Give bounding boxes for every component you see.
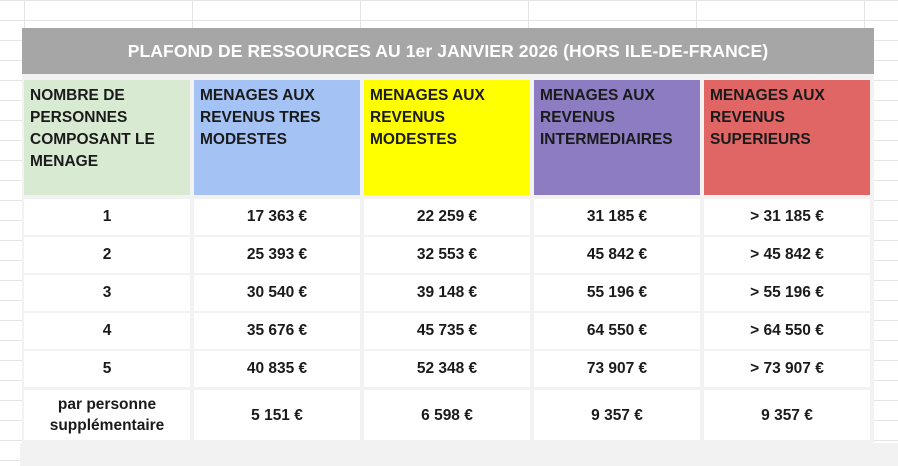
header-line: NOMBRE DE bbox=[30, 87, 125, 104]
very-modest-cell[interactable]: 35 676 € bbox=[194, 313, 360, 349]
table-row: 2 25 393 € 32 553 € 45 842 € > 45 842 € bbox=[22, 237, 874, 273]
header-line: MENAGE bbox=[30, 153, 99, 170]
header-line: COMPOSANT LE bbox=[30, 131, 155, 148]
superior-cell[interactable]: 9 357 € bbox=[704, 390, 870, 440]
very-modest-cell[interactable]: 5 151 € bbox=[194, 390, 360, 440]
modest-cell[interactable]: 32 553 € bbox=[364, 237, 530, 273]
header-line: MENAGES AUX bbox=[370, 87, 485, 104]
household-size-cell[interactable]: 5 bbox=[24, 351, 190, 387]
header-very-modest[interactable]: MENAGES AUX REVENUS TRES MODESTES bbox=[194, 80, 360, 195]
modest-cell[interactable]: 6 598 € bbox=[364, 390, 530, 440]
header-line: PERSONNES bbox=[30, 109, 128, 126]
extra-person-label-line: supplémentaire bbox=[49, 417, 165, 434]
table-row: 1 17 363 € 22 259 € 31 185 € > 31 185 € bbox=[22, 199, 874, 235]
header-line: MENAGES AUX bbox=[200, 87, 315, 104]
household-size-cell[interactable]: 3 bbox=[24, 275, 190, 311]
header-line: MENAGES AUX bbox=[540, 87, 655, 104]
superior-cell[interactable]: > 31 185 € bbox=[704, 199, 870, 235]
header-line: SUPERIEURS bbox=[710, 131, 811, 148]
table-row: 5 40 835 € 52 348 € 73 907 € > 73 907 € bbox=[22, 351, 874, 387]
intermediate-cell[interactable]: 55 196 € bbox=[534, 275, 700, 311]
spreadsheet-empty-area bbox=[20, 443, 898, 466]
household-size-cell[interactable]: 2 bbox=[24, 237, 190, 273]
table-row-extra-person: par personne supplémentaire 5 151 € 6 59… bbox=[22, 390, 874, 440]
very-modest-cell[interactable]: 40 835 € bbox=[194, 351, 360, 387]
very-modest-cell[interactable]: 25 393 € bbox=[194, 237, 360, 273]
superior-cell[interactable]: > 64 550 € bbox=[704, 313, 870, 349]
table-title: PLAFOND DE RESSOURCES AU 1er JANVIER 202… bbox=[22, 28, 874, 74]
household-size-cell[interactable]: 4 bbox=[24, 313, 190, 349]
resource-ceiling-table: PLAFOND DE RESSOURCES AU 1er JANVIER 202… bbox=[22, 28, 874, 443]
extra-person-label-line: par personne bbox=[57, 396, 157, 413]
header-modest[interactable]: MENAGES AUX REVENUS MODESTES bbox=[364, 80, 530, 195]
extra-person-label-cell[interactable]: par personne supplémentaire bbox=[24, 390, 190, 440]
header-line: REVENUS bbox=[540, 109, 615, 126]
header-line: MODESTES bbox=[370, 131, 457, 148]
superior-cell[interactable]: > 45 842 € bbox=[704, 237, 870, 273]
header-line: MODESTES bbox=[200, 131, 287, 148]
very-modest-cell[interactable]: 30 540 € bbox=[194, 275, 360, 311]
intermediate-cell[interactable]: 31 185 € bbox=[534, 199, 700, 235]
header-line: REVENUS TRES bbox=[200, 109, 321, 126]
modest-cell[interactable]: 52 348 € bbox=[364, 351, 530, 387]
modest-cell[interactable]: 45 735 € bbox=[364, 313, 530, 349]
modest-cell[interactable]: 22 259 € bbox=[364, 199, 530, 235]
superior-cell[interactable]: > 55 196 € bbox=[704, 275, 870, 311]
header-line: REVENUS bbox=[370, 109, 445, 126]
intermediate-cell[interactable]: 9 357 € bbox=[534, 390, 700, 440]
intermediate-cell[interactable]: 73 907 € bbox=[534, 351, 700, 387]
intermediate-cell[interactable]: 45 842 € bbox=[534, 237, 700, 273]
header-line: REVENUS bbox=[710, 109, 785, 126]
table-row: 4 35 676 € 45 735 € 64 550 € > 64 550 € bbox=[22, 313, 874, 349]
table-row: 3 30 540 € 39 148 € 55 196 € > 55 196 € bbox=[22, 275, 874, 311]
header-line: INTERMEDIAIRES bbox=[540, 131, 673, 148]
household-size-cell[interactable]: 1 bbox=[24, 199, 190, 235]
superior-cell[interactable]: > 73 907 € bbox=[704, 351, 870, 387]
header-line: MENAGES AUX bbox=[710, 87, 825, 104]
header-household-size[interactable]: NOMBRE DE PERSONNES COMPOSANT LE MENAGE bbox=[24, 80, 190, 195]
modest-cell[interactable]: 39 148 € bbox=[364, 275, 530, 311]
very-modest-cell[interactable]: 17 363 € bbox=[194, 199, 360, 235]
header-superior[interactable]: MENAGES AUX REVENUS SUPERIEURS bbox=[704, 80, 870, 195]
header-intermediate[interactable]: MENAGES AUX REVENUS INTERMEDIAIRES bbox=[534, 80, 700, 195]
intermediate-cell[interactable]: 64 550 € bbox=[534, 313, 700, 349]
